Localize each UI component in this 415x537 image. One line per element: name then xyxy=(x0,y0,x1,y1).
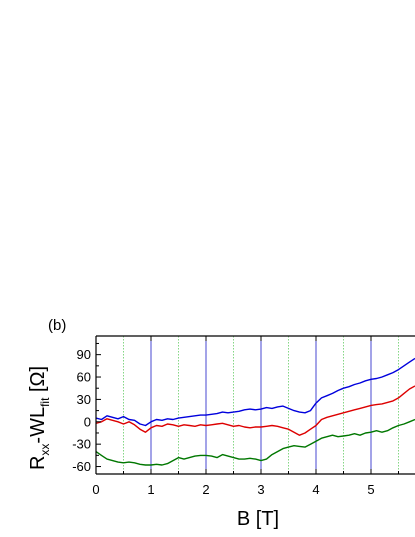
y-axis-title-mid: -WL xyxy=(27,407,49,444)
x-tick-label-5: 5 xyxy=(367,482,374,497)
y-axis: 90 60 30 0 -30 -60 xyxy=(72,342,101,474)
x-tick-label-1: 1 xyxy=(147,482,154,497)
panel-label: (b) xyxy=(48,317,66,334)
x-tick-label-3: 3 xyxy=(257,482,264,497)
y-axis-title-main: R xyxy=(27,456,49,470)
series-line-2 xyxy=(95,418,415,466)
y-tick-label-1: 60 xyxy=(77,370,91,385)
y-axis-title: Rxx-WLfit [Ω] xyxy=(27,366,52,470)
y-tick-label-3: 0 xyxy=(84,414,91,429)
series-line-0 xyxy=(95,357,415,427)
reference-lines xyxy=(123,336,399,474)
series-line-1 xyxy=(95,385,415,436)
x-tick-label-4: 4 xyxy=(312,482,319,497)
plot-frame xyxy=(95,335,415,475)
y-tick-label-4: -30 xyxy=(72,437,91,452)
y-tick-label-5: -60 xyxy=(72,459,91,474)
x-tick-label-0: 0 xyxy=(92,482,99,497)
series-lines xyxy=(95,357,415,466)
x-axis: 0 1 2 3 4 5 xyxy=(92,336,399,497)
y-tick-label-2: 30 xyxy=(77,392,91,407)
x-axis-title-visible: B [T] xyxy=(237,508,279,530)
x-tick-label-2: 2 xyxy=(202,482,209,497)
y-axis-title-sub2: fit xyxy=(38,397,52,407)
y-tick-label-0: 90 xyxy=(77,347,91,362)
y-axis-title-sub1: xx xyxy=(38,444,52,456)
y-axis-title-unit: [Ω] xyxy=(27,366,49,398)
